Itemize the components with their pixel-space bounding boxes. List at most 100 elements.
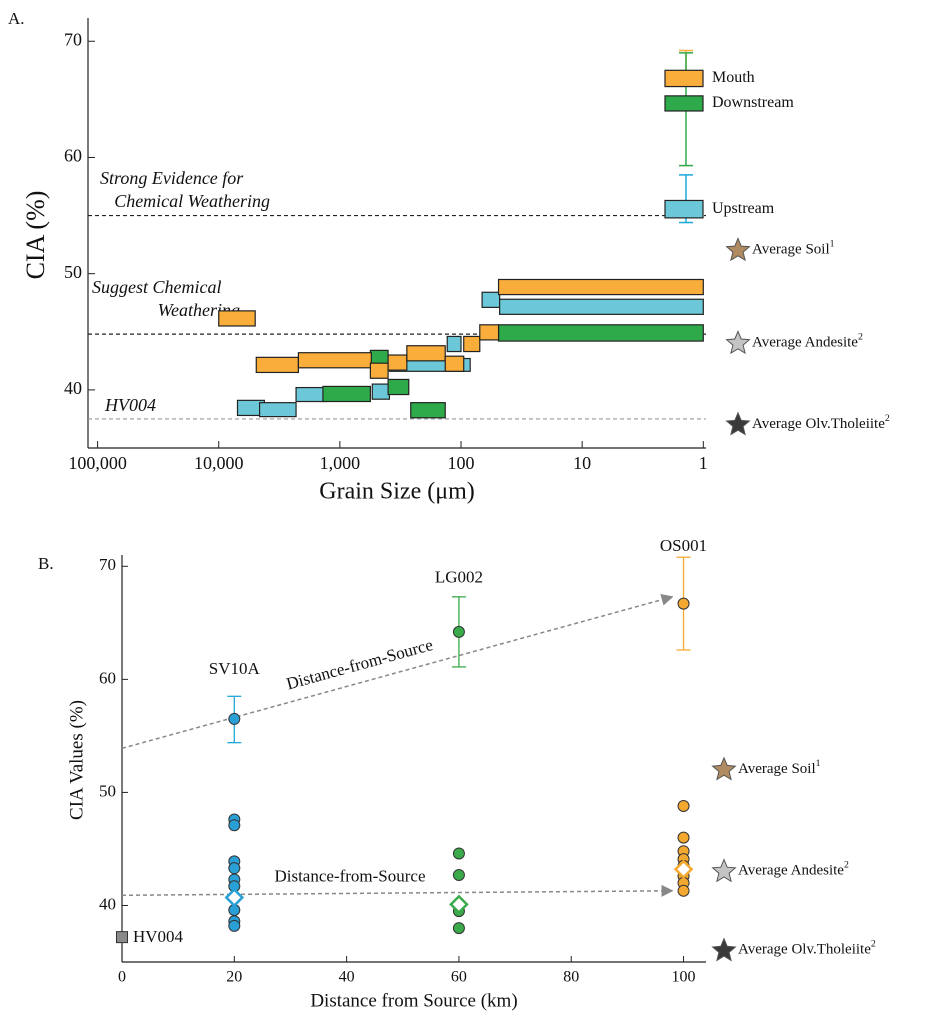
reference-label: Average Olv.Tholeiite2 (752, 413, 890, 432)
y-tick-label: 40 (64, 378, 82, 398)
reference-label: Average Soil1 (738, 758, 821, 777)
x-tick-label: 20 (226, 969, 242, 986)
sample-label: SV10A (209, 659, 261, 678)
range-box (387, 378, 410, 396)
sample-point (452, 847, 465, 860)
average-diamond (449, 894, 469, 915)
reference-name: Average Olv.Tholeiite (738, 942, 871, 958)
x-tick-label: 100,000 (68, 453, 127, 473)
sample-point (677, 884, 690, 897)
y-axis-title: CIA (%) (21, 191, 50, 280)
range-box (444, 355, 465, 372)
y-tick-label: 70 (99, 555, 116, 574)
sample-point (452, 922, 465, 935)
range-box (322, 385, 371, 403)
x-tick-label: 1,000 (320, 453, 361, 473)
range-box (446, 335, 462, 353)
summary-box (664, 69, 704, 88)
range-box (387, 354, 408, 371)
y-tick-label: 50 (99, 781, 116, 800)
summary-box (664, 199, 704, 219)
reference-label: Average Olv.Tholeiite2 (738, 939, 876, 958)
reference-line-label: Chemical Weathering (114, 191, 270, 211)
reference-sup: 1 (816, 758, 821, 769)
y-axis-title: CIA Values (%) (66, 700, 87, 820)
x-axis-title: Grain Size (μm) (319, 479, 474, 505)
range-box (497, 278, 704, 296)
sample-point (677, 831, 690, 844)
range-box (255, 356, 299, 374)
reference-star (711, 858, 737, 883)
y-tick-label: 60 (99, 668, 116, 687)
reference-line-label: Suggest Chemical (92, 277, 221, 297)
average-diamond (673, 859, 694, 880)
sample-point (452, 868, 465, 881)
reference-sup: 1 (830, 239, 835, 250)
x-tick-label: 100 (672, 969, 696, 986)
reference-name: Average Olv.Tholeiite (752, 416, 885, 432)
mean-point (452, 625, 465, 638)
reference-sup: 2 (844, 860, 849, 871)
range-box (218, 310, 256, 327)
trend-label: Distance-from-Source (284, 635, 435, 693)
reference-name: Average Andesite (738, 863, 844, 879)
x-tick-label: 10,000 (194, 453, 244, 473)
range-box (258, 402, 297, 418)
y-tick-label: 40 (99, 894, 116, 913)
trend-line (121, 593, 674, 750)
range-box (410, 402, 446, 419)
reference-sup: 2 (871, 939, 876, 950)
legend-label: Downstream (712, 94, 794, 111)
x-tick-label: 0 (118, 969, 126, 986)
reference-name: Average Soil (738, 761, 816, 777)
reference-star (711, 756, 737, 781)
reference-star (711, 937, 737, 962)
y-tick-label: 70 (64, 29, 82, 49)
sample-point (677, 799, 690, 812)
sample-point (228, 819, 241, 832)
range-box (479, 324, 500, 341)
reference-sup: 2 (885, 413, 890, 424)
range-box (369, 362, 389, 379)
reference-line-label: HV004 (104, 395, 156, 415)
x-tick-label: 40 (339, 969, 355, 986)
summary-box (664, 95, 704, 112)
panel-label: A. (8, 9, 25, 28)
x-tick-label: 10 (573, 453, 591, 473)
range-box (499, 298, 704, 315)
mean-point (228, 712, 241, 725)
range-box (297, 352, 372, 369)
hv004-label: HV004 (133, 927, 184, 946)
range-box (497, 324, 704, 342)
trend-label: Distance-from-Source (274, 866, 425, 885)
hv004-marker (116, 931, 128, 944)
legend-label: Mouth (712, 69, 755, 86)
sample-point (228, 919, 241, 932)
reference-star (725, 330, 751, 355)
mean-point (677, 597, 690, 610)
reference-sup: 2 (858, 332, 863, 343)
panel-label: B. (38, 554, 54, 573)
x-tick-label: 100 (448, 453, 475, 473)
range-box (295, 386, 327, 403)
x-tick-label: 1 (699, 453, 708, 473)
range-box (371, 383, 391, 400)
average-diamond (224, 887, 245, 908)
range-box (406, 345, 446, 362)
range-box (463, 335, 481, 353)
reference-label: Average Andesite2 (752, 332, 863, 351)
reference-star (725, 237, 751, 262)
reference-line-label: Strong Evidence for (100, 168, 244, 188)
x-axis-title: Distance from Source (km) (310, 990, 517, 1011)
x-tick-label: 60 (451, 969, 467, 986)
panel-b: B. 40 50 60 70 0 20 40 60 80 100 CIA Values (%) Dist… (38, 536, 876, 1011)
panel-a: A. 40 50 60 70 100,000 10,000 1,000 100 10 1 CIA (%… (8, 9, 890, 505)
range-box (481, 291, 501, 308)
sample-label: LG002 (435, 568, 483, 587)
x-tick-label: 80 (563, 969, 579, 986)
trend-line (121, 884, 674, 897)
legend-label: Upstream (712, 200, 775, 217)
reference-star (725, 411, 751, 436)
reference-name: Average Soil (752, 242, 830, 258)
